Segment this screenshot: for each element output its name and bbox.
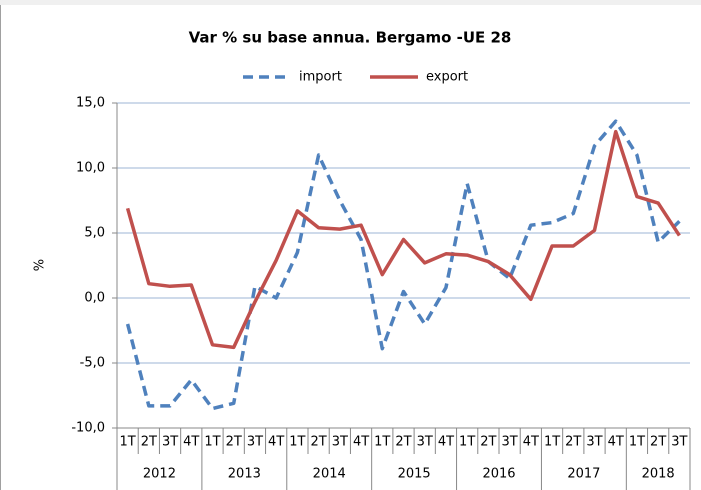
legend-label: export <box>426 70 468 85</box>
year-label: 2017 <box>567 467 600 482</box>
x-tick-label: 4T <box>268 435 284 450</box>
year-label: 2014 <box>313 467 346 482</box>
x-tick-label: 1T <box>544 435 560 450</box>
legend-label: import <box>299 70 342 85</box>
year-label: 2013 <box>228 467 261 482</box>
x-tick-label: 3T <box>332 435 348 450</box>
x-tick-label: 4T <box>183 435 199 450</box>
x-tick-label: 1T <box>374 435 390 450</box>
year-label: 2015 <box>398 467 431 482</box>
y-tick-label: 15,0 <box>76 96 105 111</box>
x-tick-label: 1T <box>120 435 136 450</box>
x-tick-label: 3T <box>247 435 263 450</box>
x-tick-label: 1T <box>459 435 475 450</box>
series-line <box>125 129 681 350</box>
x-tick-label: 4T <box>523 435 539 450</box>
x-tick-label: 1T <box>629 435 645 450</box>
x-tick-label: 3T <box>586 435 602 450</box>
x-tick-label: 4T <box>608 435 624 450</box>
x-tick-label: 3T <box>417 435 433 450</box>
x-tick-label: 2T <box>650 435 666 450</box>
x-tick-label: 2T <box>395 435 411 450</box>
y-tick-label: -10,0 <box>71 421 105 436</box>
top-strip <box>0 0 701 5</box>
chart-title: Var % su base annua. Bergamo -UE 28 <box>189 29 512 47</box>
year-label: 2016 <box>482 467 515 482</box>
x-tick-label: 1T <box>289 435 305 450</box>
x-tick-label: 2T <box>565 435 581 450</box>
y-axis-label: % <box>33 259 48 271</box>
x-tick-label: 2T <box>226 435 242 450</box>
year-label: 2018 <box>642 467 675 482</box>
x-tick-label: 1T <box>204 435 220 450</box>
x-tick-label: 4T <box>353 435 369 450</box>
y-tick-label: 0,0 <box>84 291 105 306</box>
y-tick-label: 5,0 <box>84 226 105 241</box>
x-tick-label: 4T <box>438 435 454 450</box>
series-line <box>125 119 681 411</box>
x-tick-label: 2T <box>311 435 327 450</box>
y-tick-label: -5,0 <box>80 356 105 371</box>
x-tick-label: 3T <box>162 435 178 450</box>
x-tick-label: 3T <box>671 435 687 450</box>
year-label: 2012 <box>143 467 176 482</box>
y-tick-label: 10,0 <box>76 161 105 176</box>
x-tick-label: 2T <box>141 435 157 450</box>
x-tick-label: 3T <box>502 435 518 450</box>
x-tick-label: 2T <box>480 435 496 450</box>
